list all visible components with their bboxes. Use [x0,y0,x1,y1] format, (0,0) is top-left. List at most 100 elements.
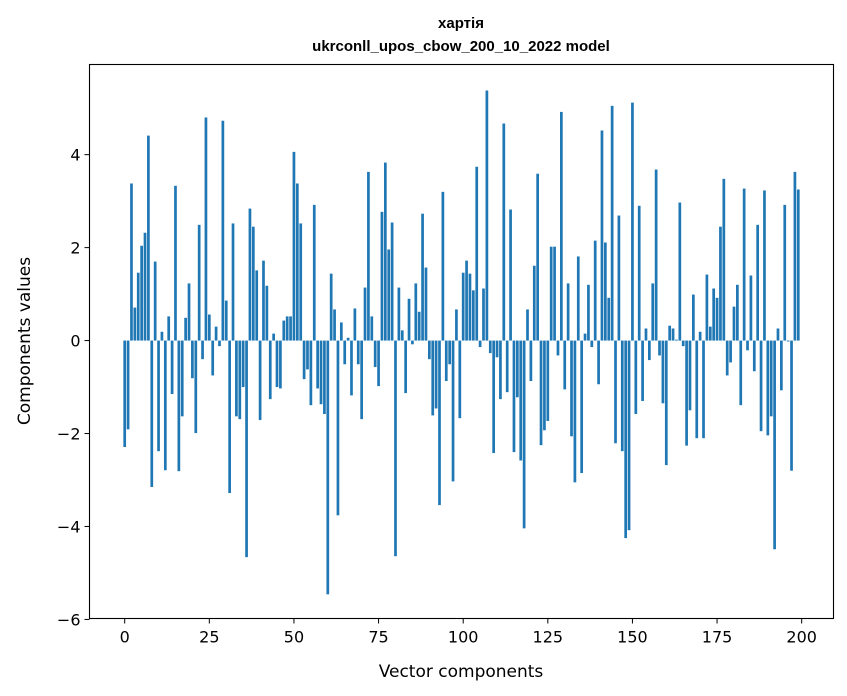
bar-191 [769,340,773,417]
bar-136 [583,333,587,341]
bar-80 [394,340,397,557]
bar-149 [627,340,631,531]
x-tick-label: 0 [120,628,130,647]
bar-120 [529,340,533,382]
bar-33 [235,340,238,417]
bar-171 [702,340,705,439]
bar-1 [126,340,130,430]
bar-183 [742,188,746,341]
bar-107 [485,90,489,341]
bar-132 [570,340,573,437]
bar-88 [421,213,424,341]
y-tick-label: −2 [57,425,81,444]
bar-98 [455,309,458,341]
x-tick-label: 50 [284,628,304,647]
bar-70 [360,340,363,420]
bar-118 [522,340,526,529]
bar-56 [312,204,316,341]
bar-31 [228,340,231,494]
bar-186 [752,340,756,372]
bar-51 [295,183,299,341]
chart-subtitle: ukrconll_upos_cbow_200_10_2022 model [312,38,610,55]
bar-18 [184,317,187,341]
x-tick-label: 200 [786,628,817,647]
bar-65 [343,340,347,365]
bar-59 [323,340,326,415]
bar-57 [316,340,319,389]
bar-64 [339,322,343,341]
bar-195 [783,204,787,341]
bar-58 [319,340,323,405]
bar-128 [556,340,560,356]
bar-155 [648,340,651,361]
bar-78 [387,249,391,341]
bar-74 [373,340,377,368]
bar-152 [637,205,641,341]
x-axis-label: Vector components [379,662,544,682]
bar-79 [390,222,394,341]
bar-144 [610,105,614,341]
bar-38 [251,226,255,341]
bar-181 [736,284,739,341]
bar-55 [309,340,313,406]
bar-199 [796,189,800,341]
bar-92 [434,340,438,409]
x-tick-label: 125 [533,628,564,647]
bar-147 [620,340,624,452]
bar-85 [411,340,414,345]
y-tick-label: 2 [70,239,80,258]
bar-83 [404,340,408,394]
bar-11 [160,331,164,341]
bar-47 [282,320,286,341]
bar-111 [499,340,502,400]
bar-34 [238,340,242,420]
bar-188 [759,340,763,432]
bar-4 [136,272,140,341]
bar-168 [692,294,695,341]
bar-189 [763,190,766,341]
bar-153 [641,340,644,401]
bar-124 [543,340,546,431]
bar-67 [350,340,353,396]
bar-48 [285,316,289,341]
bar-156 [651,283,655,341]
bar-41 [262,260,265,341]
y-tick-label: 4 [70,146,80,165]
bar-133 [573,340,577,483]
chart-title: хартія [438,15,484,32]
bar-196 [786,340,790,342]
bar-50 [292,151,296,341]
bar-15 [174,185,177,341]
bar-109 [492,340,496,454]
bar-103 [471,290,475,341]
bar-54 [306,340,309,370]
bar-24 [204,117,208,341]
bar-82 [400,330,404,341]
bar-161 [668,325,672,341]
bar-159 [661,340,665,404]
bar-106 [482,288,485,341]
bar-102 [468,273,472,341]
x-axis: 0 25 50 75 100 125 150 175 200 [120,618,817,647]
bar-187 [756,224,760,341]
bar-180 [732,306,736,341]
bar-169 [695,340,699,439]
bar-9 [153,261,157,341]
y-axis-label: Components values [15,257,35,425]
bar-71 [363,287,367,341]
bar-94 [441,191,445,341]
bar-101 [465,260,468,341]
bar-139 [593,240,597,341]
bar-157 [654,169,658,341]
bar-172 [705,274,709,341]
bar-182 [739,340,743,406]
bar-116 [515,340,519,398]
bar-2 [130,183,133,341]
bar-100 [461,272,465,341]
bar-93 [438,340,441,506]
bar-76 [380,211,384,341]
bar-36 [245,340,248,558]
bar-193 [776,328,780,341]
bar-105 [478,340,482,348]
bar-91 [431,340,435,416]
